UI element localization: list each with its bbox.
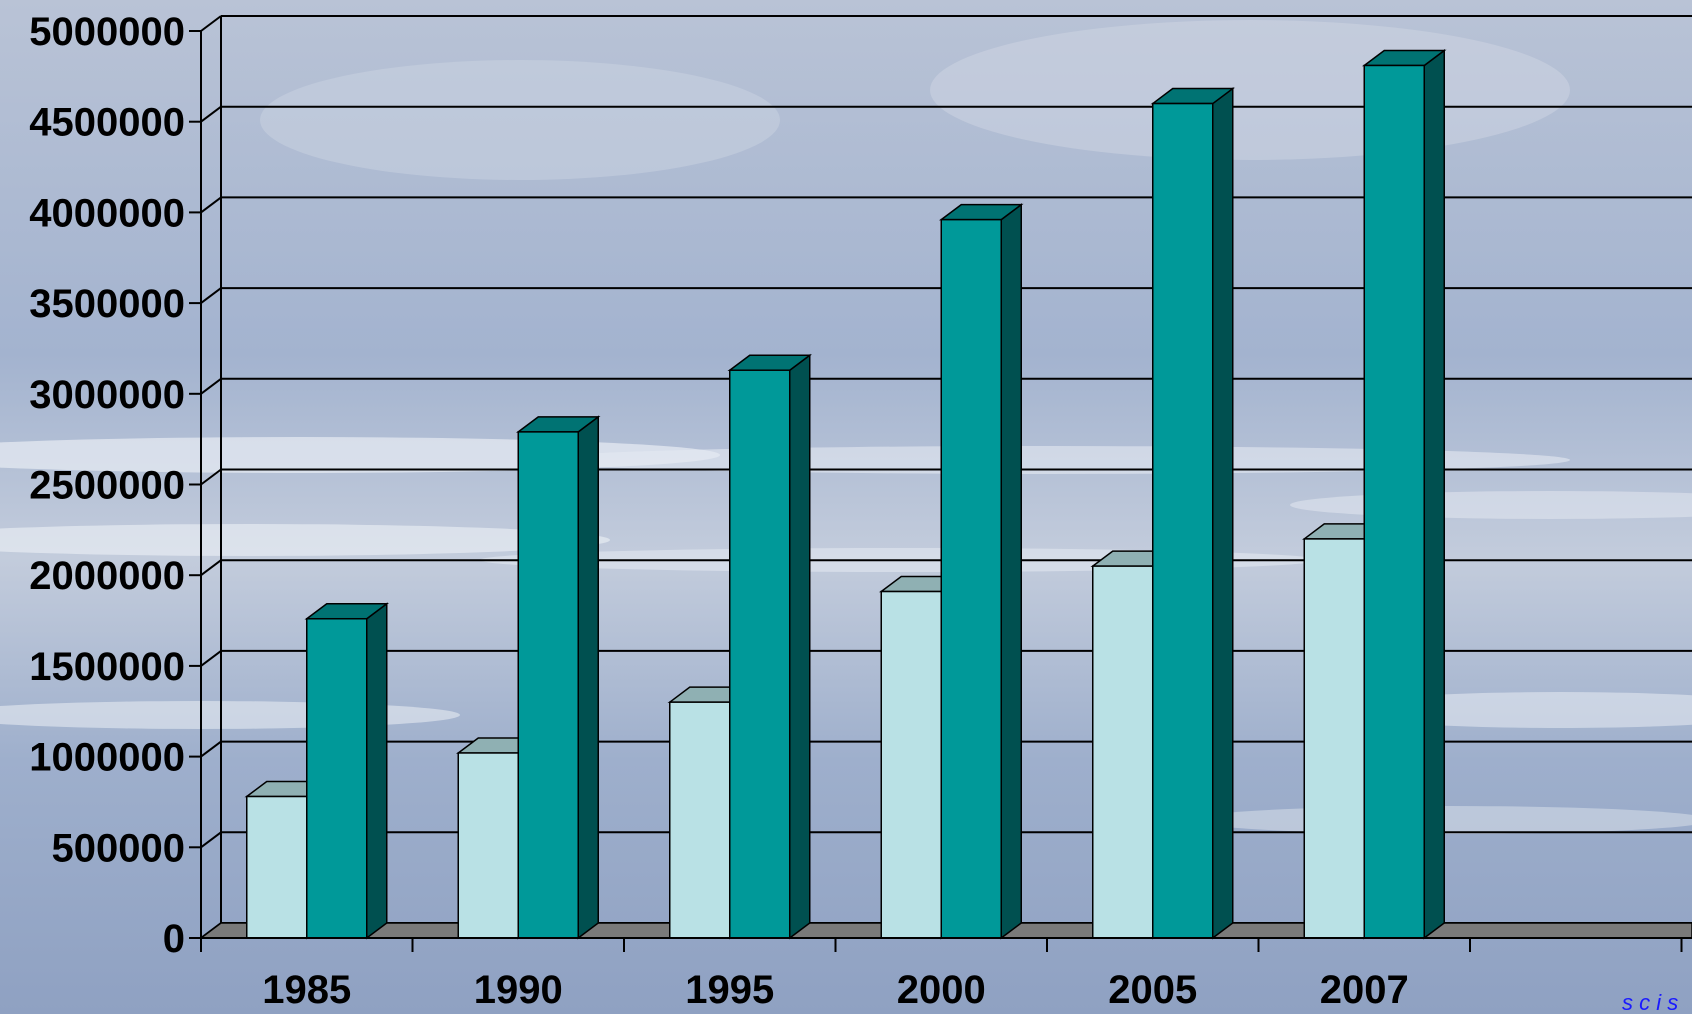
y-tick-label: 5000000 bbox=[29, 10, 185, 54]
bar-series-2-side bbox=[789, 353, 811, 940]
gridline-side bbox=[200, 740, 222, 758]
bar-series-2-side bbox=[1212, 87, 1234, 940]
gridline-side bbox=[200, 105, 222, 123]
x-tick-label: 1995 bbox=[685, 968, 774, 1012]
gridline-side bbox=[200, 650, 222, 667]
bar-series-2-front bbox=[1363, 64, 1425, 939]
gridline-side bbox=[200, 196, 222, 214]
y-tick-label: 4500000 bbox=[29, 101, 185, 145]
bar-series-1-front bbox=[880, 590, 942, 939]
gridline-side bbox=[200, 287, 222, 304]
corner-mark: s c i s bbox=[1622, 990, 1678, 1014]
y-tick-label: 4000000 bbox=[29, 191, 185, 235]
y-tick-label: 2500000 bbox=[29, 464, 185, 508]
bar-series-1-front bbox=[246, 795, 308, 939]
y-tick-label: 1000000 bbox=[29, 736, 185, 780]
bar-series-1-front bbox=[457, 752, 519, 939]
bar-series-1-front bbox=[669, 701, 731, 939]
y-tick-label: 3500000 bbox=[29, 282, 185, 326]
bar-series-2-front bbox=[940, 218, 1002, 939]
bar-series-2 bbox=[1362, 48, 1447, 940]
bar-series-2-front bbox=[306, 617, 368, 939]
bar-series-2 bbox=[727, 353, 812, 940]
bar-series-2-front bbox=[729, 369, 791, 939]
y-tick-label: 2000000 bbox=[29, 554, 185, 598]
y-tick-label: 0 bbox=[163, 917, 185, 961]
x-tick-label: 1985 bbox=[262, 968, 351, 1012]
gridline-side bbox=[200, 559, 222, 577]
gridline-side bbox=[200, 831, 222, 849]
gridline-side bbox=[200, 15, 222, 32]
x-tick-label: 2007 bbox=[1320, 968, 1409, 1012]
bar-series-2 bbox=[1150, 87, 1235, 940]
bar-series-1-front bbox=[1092, 565, 1154, 939]
y-tick-label: 500000 bbox=[52, 826, 185, 870]
x-tick-label: 2000 bbox=[897, 968, 986, 1012]
x-tick-label: 2005 bbox=[1108, 968, 1197, 1012]
bar-series-2 bbox=[304, 602, 389, 940]
axes bbox=[189, 30, 1692, 952]
bar-series-2-side bbox=[1000, 203, 1022, 940]
gridline-side bbox=[200, 468, 222, 486]
bar-series-1-front bbox=[1303, 538, 1365, 939]
gridline-side bbox=[200, 377, 222, 395]
bar-series-2-side bbox=[366, 602, 388, 940]
bar-series-2 bbox=[939, 203, 1024, 940]
bar-series-2-side bbox=[1423, 48, 1445, 940]
y-tick-labels: 0 500000 1000000 1500000 2000000 2500000 30000… bbox=[29, 10, 185, 961]
y-tick-label: 1500000 bbox=[29, 645, 185, 689]
x-tick-labels: 1985 1990 1995 2000 2005 2007 bbox=[262, 968, 1408, 1012]
bar-series-2-front bbox=[517, 431, 579, 939]
bar-series-2 bbox=[516, 415, 601, 940]
bars bbox=[244, 48, 1447, 940]
x-tick-label: 1990 bbox=[474, 968, 563, 1012]
bar-series-2-side bbox=[577, 415, 599, 940]
bar-series-2-front bbox=[1152, 102, 1214, 939]
y-tick-label: 3000000 bbox=[29, 373, 185, 417]
